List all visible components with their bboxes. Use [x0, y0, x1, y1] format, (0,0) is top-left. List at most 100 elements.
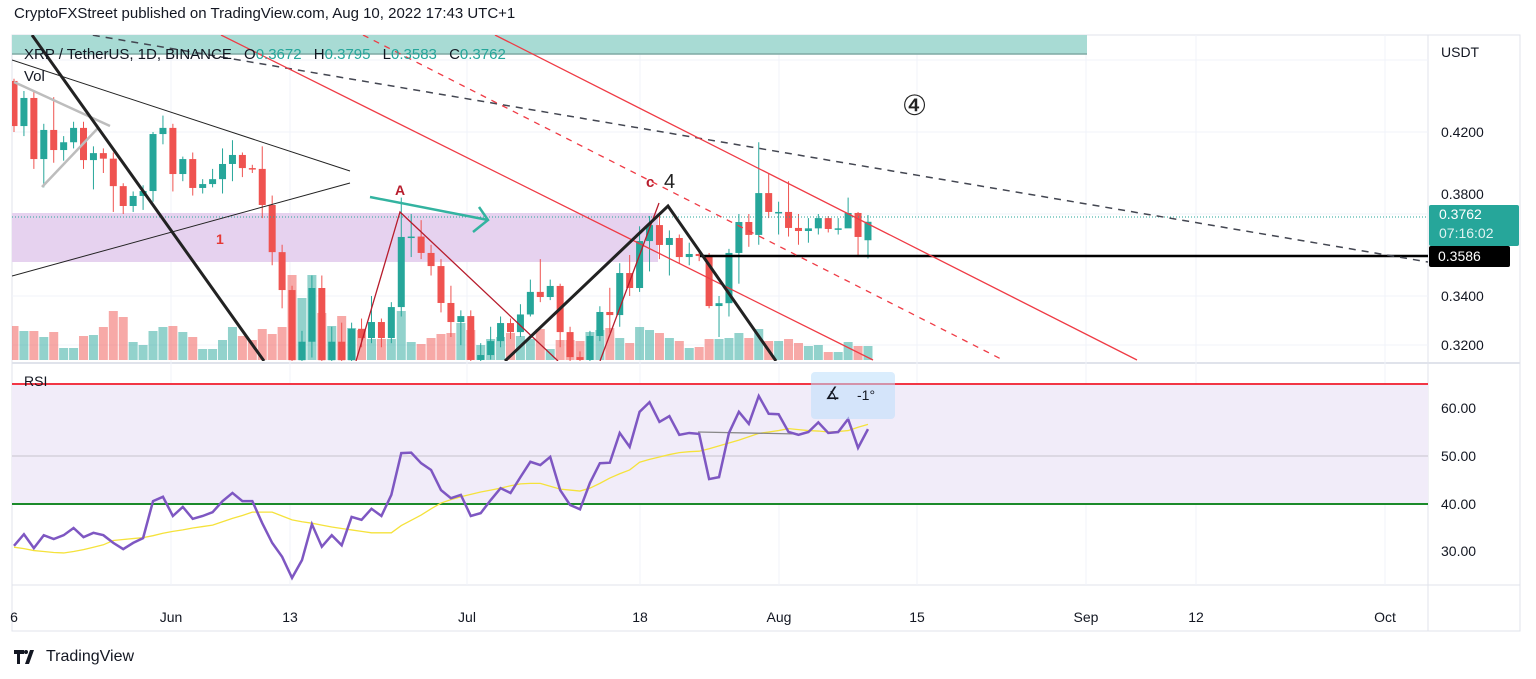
candle [30, 91, 38, 169]
candle-body [516, 314, 524, 333]
candle-body [457, 316, 465, 323]
symbol-legend[interactable]: XRP / TetherUS, 1D, BINANCE O0.3672 H0.3… [24, 46, 506, 63]
volume-bar [615, 338, 625, 360]
candle [864, 215, 872, 259]
rsi-trendline[interactable] [697, 431, 799, 435]
time-tick: Jun [159, 609, 183, 625]
candle-body [596, 311, 604, 336]
label-1[interactable]: 1 [216, 231, 224, 247]
channel-mid-dashed-line[interactable] [362, 35, 1004, 361]
low-label: L [382, 46, 392, 63]
resistance-zone[interactable] [12, 35, 1087, 54]
candle [248, 164, 256, 173]
candle [606, 287, 614, 333]
time-tick: Aug [766, 609, 792, 625]
candle [705, 252, 713, 309]
close-value: 0.3762 [459, 46, 506, 63]
triangle-lower-line[interactable] [12, 182, 351, 277]
candle-body [308, 288, 316, 342]
triangle-upper-line[interactable] [12, 59, 351, 172]
close-label: C [449, 46, 460, 63]
time-tick: Sep [1073, 609, 1099, 625]
label-circled-4[interactable]: ④ [902, 89, 927, 122]
volume-indicator-label[interactable]: Vol [24, 68, 45, 85]
candle [367, 296, 375, 344]
volume-bar [635, 327, 645, 360]
candle-body [12, 80, 18, 127]
candle [20, 91, 28, 137]
dashed-trendline[interactable] [80, 33, 1428, 263]
candle [765, 173, 773, 219]
candle [665, 230, 673, 276]
volume-bar [774, 341, 784, 360]
wave-c-line[interactable] [599, 202, 660, 361]
candle [586, 330, 594, 361]
volume-bar [605, 328, 615, 360]
candle [219, 148, 227, 194]
volume-bar [19, 331, 29, 360]
candle-body [675, 237, 683, 258]
high-label: H [313, 46, 325, 63]
volume-bar [386, 339, 396, 360]
candle [338, 322, 346, 361]
pennant-upper-line[interactable] [13, 80, 111, 128]
candle [576, 351, 584, 361]
label-a[interactable]: A [395, 182, 405, 198]
candle [616, 263, 624, 327]
candle [785, 181, 793, 237]
candle-body [298, 341, 306, 361]
candle-body [586, 335, 594, 360]
candle-body [328, 341, 336, 361]
candle-body [735, 221, 743, 253]
abc-wave-lines[interactable] [355, 210, 559, 361]
downtrend-thick-line[interactable] [30, 35, 266, 361]
volume-bar [823, 352, 833, 360]
volume-bar [684, 348, 694, 360]
candle [387, 302, 395, 344]
volume-bar [158, 327, 168, 360]
candle-body [348, 328, 356, 361]
candle [824, 216, 832, 233]
bar-countdown: 07:16:02 [1439, 225, 1494, 241]
symbol-title[interactable]: XRP / TetherUS, 1D, BINANCE [24, 46, 232, 63]
support-zone[interactable] [12, 213, 658, 262]
candle-body [546, 285, 554, 298]
candle [447, 285, 455, 337]
channel-upper-line[interactable] [494, 35, 1138, 361]
wave-4-thick-lines[interactable] [503, 203, 778, 361]
candle-body [20, 97, 28, 127]
candle-body [794, 227, 802, 232]
volume-bar [803, 346, 813, 360]
volume-bar [575, 341, 585, 360]
time-tick: 13 [282, 609, 298, 625]
candle-body [705, 256, 713, 307]
volume-bar [724, 338, 734, 360]
volume-bar [784, 339, 794, 360]
time-tick: Oct [1374, 609, 1396, 625]
pennant-lower-line[interactable] [41, 126, 100, 188]
volume-bar [406, 342, 416, 360]
candle-body [497, 323, 505, 342]
rsi-tick: 40.00 [1441, 496, 1477, 512]
candle-body [209, 179, 217, 185]
candle [467, 310, 475, 361]
volume-bar [426, 338, 436, 360]
volume-bar [833, 352, 843, 360]
candle-body [864, 221, 872, 241]
candle [755, 142, 763, 245]
tradingview-logo[interactable]: TradingView [14, 648, 134, 666]
candle [169, 123, 177, 192]
rsi-indicator-label[interactable]: RSI [24, 373, 48, 389]
channel-lower-line[interactable] [220, 35, 874, 361]
candle-body [844, 212, 852, 229]
volume-bar [98, 327, 108, 360]
candle-body [338, 341, 346, 361]
candle-body [358, 328, 366, 339]
label-4[interactable]: 4 [664, 171, 675, 193]
volume-bar [237, 336, 247, 360]
candle [536, 259, 544, 303]
candle-body [238, 154, 246, 169]
teal-arrow[interactable] [369, 195, 490, 233]
label-c[interactable]: c [646, 174, 654, 191]
